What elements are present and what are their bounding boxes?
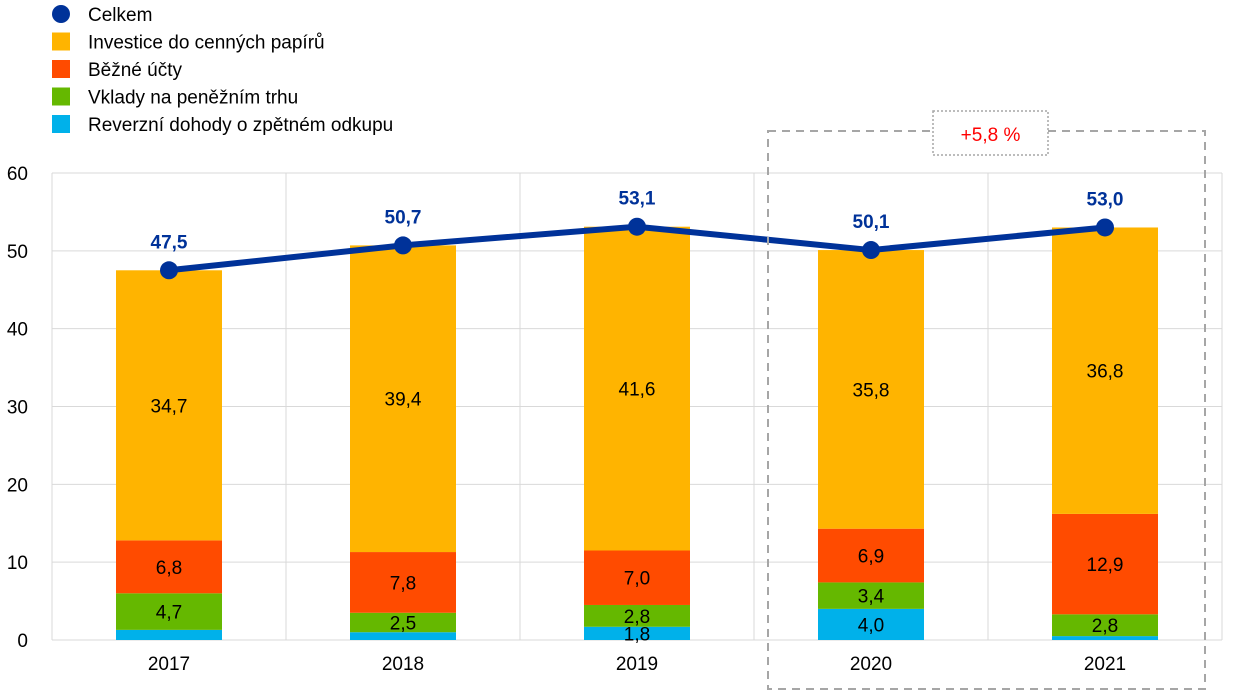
total-value-label: 50,7 xyxy=(385,207,422,228)
bar-value-label: 2,8 xyxy=(624,607,650,628)
y-tick-label: 40 xyxy=(7,320,28,341)
legend-marker-square xyxy=(52,115,70,133)
bar-value-label: 36,8 xyxy=(1087,362,1124,383)
bar-segment xyxy=(584,226,690,551)
bar-value-label: 7,8 xyxy=(390,573,416,594)
x-tick-label: 2017 xyxy=(148,654,190,675)
x-tick-label: 2020 xyxy=(850,654,892,675)
y-tick-label: 50 xyxy=(7,242,28,263)
total-value-label: 53,1 xyxy=(619,189,656,210)
bar-segment xyxy=(584,626,690,640)
bar-segment xyxy=(1052,636,1158,640)
y-tick-label: 10 xyxy=(7,553,28,574)
total-point xyxy=(160,261,178,280)
bar-value-label: 35,8 xyxy=(853,380,890,401)
bar-value-label: 3,4 xyxy=(858,587,885,608)
legend-marker-square xyxy=(52,60,70,78)
total-value-label: 50,1 xyxy=(853,212,890,233)
x-tick-label: 2019 xyxy=(616,654,658,675)
bar-value-label: 6,8 xyxy=(156,558,182,579)
legend-marker-circle xyxy=(52,5,70,23)
bar-value-label: 2,8 xyxy=(1092,616,1118,637)
total-value-label: 47,5 xyxy=(151,232,188,253)
total-point xyxy=(862,241,880,260)
legend-marker-square xyxy=(52,32,70,51)
bar-value-label: 12,9 xyxy=(1087,555,1124,576)
bar-value-label: 39,4 xyxy=(385,390,422,411)
x-tick-label: 2018 xyxy=(382,654,424,675)
total-point xyxy=(394,236,412,255)
bar-segment xyxy=(116,540,222,594)
bar-segment xyxy=(1052,227,1158,514)
highlight-box xyxy=(767,130,1206,690)
y-tick-label: 60 xyxy=(7,164,28,185)
bar-segment xyxy=(584,604,690,627)
y-tick-label: 0 xyxy=(17,631,28,652)
bar-value-label: 1,8 xyxy=(624,624,650,645)
bar-segment xyxy=(116,593,222,630)
total-point xyxy=(1096,218,1114,237)
x-tick-label: 2021 xyxy=(1084,654,1126,675)
bar-value-label: 4,0 xyxy=(858,615,884,636)
bar-segment xyxy=(818,582,924,609)
total-value-label: 53,0 xyxy=(1087,189,1124,210)
annotation-box xyxy=(932,110,1049,156)
legend-label: Běžné účty xyxy=(88,60,182,81)
y-tick-label: 30 xyxy=(7,398,28,419)
bar-segment xyxy=(350,612,456,633)
bar-segment xyxy=(818,608,924,640)
bar-value-label: 34,7 xyxy=(151,396,188,417)
bar-segment xyxy=(116,629,222,640)
bar-segment xyxy=(818,250,924,529)
legend-label: Reverzní dohody o zpětném odkupu xyxy=(88,115,393,136)
bar-value-label: 41,6 xyxy=(619,380,656,401)
bar-segment xyxy=(1052,513,1158,615)
total-point xyxy=(628,217,646,236)
y-tick-label: 20 xyxy=(7,475,28,496)
bar-segment xyxy=(350,552,456,613)
annotation-label: +5,8 % xyxy=(961,125,1021,146)
legend-marker-square xyxy=(52,87,70,106)
bar-value-label: 2,5 xyxy=(390,613,416,634)
legend-label: Vklady na peněžním trhu xyxy=(88,88,298,109)
bar-segment xyxy=(1052,614,1158,637)
bar-segment xyxy=(350,632,456,640)
bar-segment xyxy=(116,270,222,541)
bar-segment xyxy=(350,245,456,553)
bar-value-label: 6,9 xyxy=(858,547,884,568)
bar-segment xyxy=(584,550,690,605)
bar-value-label: 7,0 xyxy=(624,569,650,590)
legend-label: Investice do cenných papírů xyxy=(88,33,325,54)
bar-value-label: 4,7 xyxy=(156,603,182,624)
legend-label: Celkem xyxy=(88,5,152,26)
bar-segment xyxy=(818,528,924,583)
